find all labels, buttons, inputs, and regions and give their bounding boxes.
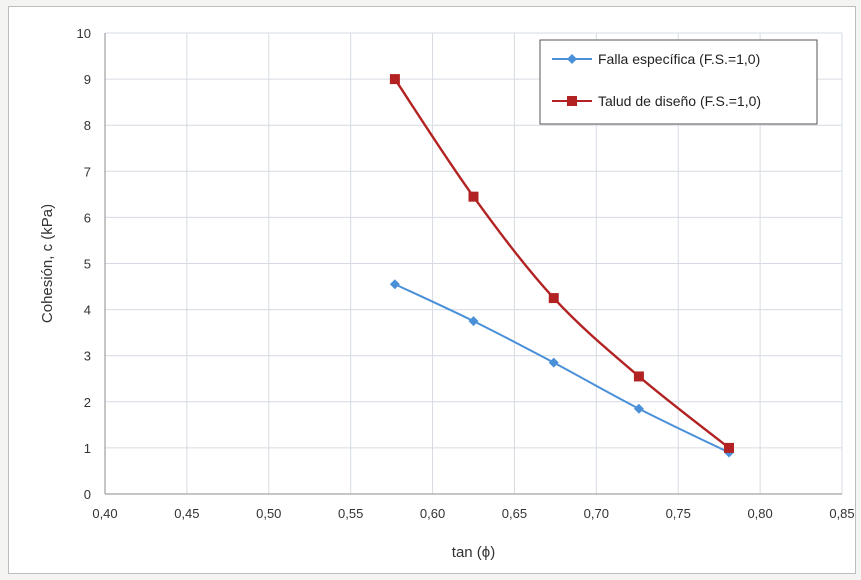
data-point (468, 316, 479, 327)
x-tick-label: 0,80 (747, 506, 772, 521)
data-point (389, 74, 400, 85)
y-tick-label: 8 (84, 118, 91, 133)
legend-label: Falla específica (F.S.=1,0) (598, 51, 760, 67)
x-tick-labels: 0,40 0,45 0,50 0,55 0,60 0,65 0,70 0,75 0,80 0,85 (92, 506, 854, 521)
y-tick-label: 1 (84, 441, 91, 456)
legend-label: Talud de diseño (F.S.=1,0) (598, 93, 761, 109)
y-tick-label: 3 (84, 349, 91, 364)
x-tick-label: 0,60 (420, 506, 445, 521)
data-point (633, 371, 644, 382)
y-tick-labels: 0 1 2 3 4 5 6 7 8 9 10 (77, 26, 91, 502)
data-point (633, 403, 644, 414)
y-tick-label: 10 (77, 26, 91, 41)
x-tick-label: 0,65 (502, 506, 527, 521)
series-1 (389, 74, 734, 453)
legend-marker (567, 54, 577, 64)
x-tick-label: 0,55 (338, 506, 363, 521)
x-tick-label: 0,40 (92, 506, 117, 521)
y-tick-label: 7 (84, 164, 91, 179)
x-tick-label: 0,70 (584, 506, 609, 521)
y-tick-label: 4 (84, 303, 91, 318)
y-tick-label: 2 (84, 395, 91, 410)
x-tick-label: 0,45 (174, 506, 199, 521)
legend: Falla específica (F.S.=1,0) Talud de dise… (539, 39, 818, 125)
grid (105, 32, 843, 494)
y-axis-title: Cohesión, c (kPa) (39, 204, 56, 323)
data-point (723, 442, 734, 453)
y-tick-label: 5 (84, 257, 91, 272)
legend-box (539, 39, 818, 125)
y-tick-label: 6 (84, 210, 91, 225)
data-point (468, 191, 479, 202)
data-point (389, 279, 400, 290)
series-layer (389, 74, 734, 458)
legend-marker (567, 96, 577, 106)
x-tick-label: 0,50 (256, 506, 281, 521)
x-tick-label: 0,75 (666, 506, 691, 521)
data-point (548, 293, 559, 304)
y-tick-label: 0 (84, 487, 91, 502)
x-tick-label: 0,85 (829, 506, 854, 521)
y-tick-label: 9 (84, 72, 91, 87)
x-axis-title: tan (ϕ) (452, 544, 495, 561)
axes (104, 33, 842, 495)
data-point (548, 357, 559, 368)
